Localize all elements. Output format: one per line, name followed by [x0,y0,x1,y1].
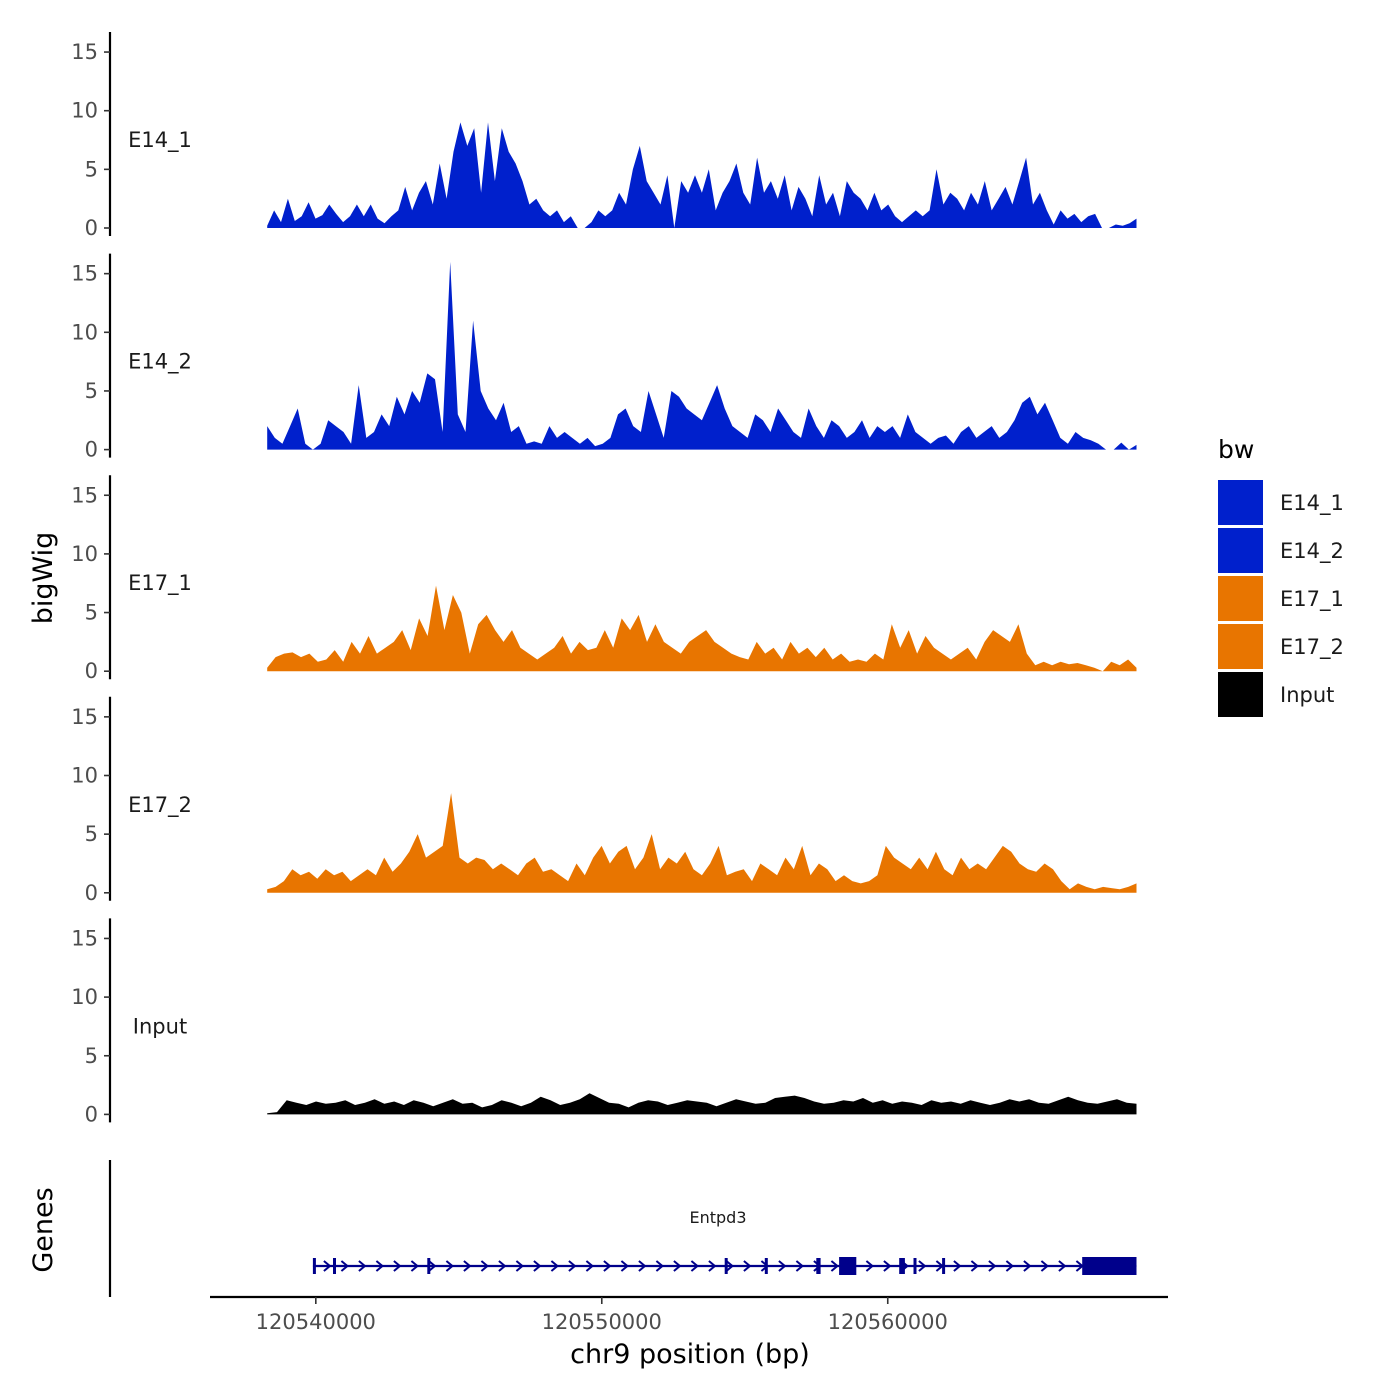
y-tick-label: 15 [71,262,98,286]
legend-swatch-e14-1 [1218,480,1263,525]
legend-label: E17_2 [1280,635,1344,660]
gene-strand-arrow [778,1260,787,1272]
y-tick-label: 15 [71,483,98,507]
gene-strand-arrow [498,1260,507,1272]
gene-strand-arrow [918,1260,927,1272]
gene-strand-arrow [725,1260,734,1272]
gene-strand-arrow [445,1260,454,1272]
gene-strand-arrow [585,1260,594,1272]
gene-strand-arrow [340,1260,349,1272]
y-tick-label: 10 [71,99,98,123]
gene-strand-arrow [375,1260,384,1272]
y-tick-label: 15 [71,705,98,729]
y-tick-label: 5 [85,157,98,181]
track-label: E14_1 [128,128,192,153]
gene-exon [724,1258,728,1274]
gene-exon [764,1258,768,1274]
gene-strand-arrow [358,1260,367,1272]
x-axis-title: chr9 position (bp) [570,1339,810,1370]
gene-exon [839,1257,857,1275]
x-tick-label: 120540000 [256,1310,376,1334]
coverage-area-e17-2 [267,793,1137,893]
gene-strand-arrow [620,1260,629,1272]
gene-strand-arrow [865,1260,874,1272]
gene-strand-arrow [323,1260,332,1272]
gene-exon [427,1258,431,1274]
gene-exon [1082,1257,1137,1275]
legend-swatch-input [1218,672,1263,717]
gene-strand-arrow [1058,1260,1067,1272]
gene-strand-arrow [1005,1260,1014,1272]
gene-strand-arrow [655,1260,664,1272]
legend-label: E17_1 [1280,587,1344,612]
y-tick-label: 0 [85,1102,98,1126]
legend-swatch-e17-1 [1218,576,1263,621]
coverage-area-e14-1 [267,122,1137,228]
gene-strand-arrow [463,1260,472,1272]
gene-strand-arrow [550,1260,559,1272]
legend-label: Input [1280,683,1334,707]
gene-strand-arrow [795,1260,804,1272]
y-tick-label: 15 [71,40,98,64]
y-tick-label: 5 [85,601,98,625]
legend-title: bw [1218,435,1254,464]
track-label: Input [133,1014,187,1038]
y-tick-label: 10 [71,764,98,788]
track-label: E14_2 [128,350,192,375]
gene-strand-arrow [568,1260,577,1272]
y-tick-label: 10 [71,542,98,566]
track-label: E17_2 [128,793,192,818]
gene-strand-arrow [1040,1260,1049,1272]
y-tick-label: 0 [85,216,98,240]
gene-strand-arrow [953,1260,962,1272]
gene-exon [913,1258,917,1274]
coverage-area-input [267,1093,1137,1115]
y-axis-title: bigWig [28,532,59,625]
gene-strand-arrow [410,1260,419,1272]
gene-exon [816,1258,821,1274]
x-tick-label: 120550000 [542,1310,662,1334]
y-tick-label: 0 [85,659,98,683]
y-tick-label: 5 [85,1044,98,1068]
gene-strand-arrow [743,1260,752,1272]
gene-strand-arrow [1023,1260,1032,1272]
gene-strand-arrow [673,1260,682,1272]
legend-label: E14_2 [1280,539,1344,564]
y-tick-label: 5 [85,379,98,403]
gene-strand-arrow [638,1260,647,1272]
gene-name-label: Entpd3 [689,1208,746,1227]
gene-exon [333,1258,336,1274]
gene-strand-arrow [690,1260,699,1272]
legend-swatch-e14-2 [1218,528,1263,573]
coverage-area-e17-1 [267,585,1137,672]
y-tick-label: 5 [85,822,98,846]
y-tick-label: 10 [71,320,98,344]
x-tick-label: 120560000 [828,1310,948,1334]
gene-exon [942,1258,946,1274]
legend-swatch-e17-2 [1218,624,1263,669]
y-tick-label: 0 [85,438,98,462]
gene-strand-arrow [480,1260,489,1272]
genes-axis-title: Genes [28,1187,59,1272]
gene-strand-arrow [428,1260,437,1272]
gene-strand-arrow [603,1260,612,1272]
gene-exon [312,1258,316,1274]
gene-exon [899,1258,905,1274]
gene-strand-arrow [988,1260,997,1272]
gene-strand-arrow [830,1260,839,1272]
gene-strand-arrow [533,1260,542,1272]
track-label: E17_1 [128,571,192,596]
gene-strand-arrow [708,1260,717,1272]
gene-strand-arrow [515,1260,524,1272]
gene-strand-arrow [393,1260,402,1272]
y-tick-label: 10 [71,985,98,1009]
gene-strand-arrow [970,1260,979,1272]
gene-strand-arrow [883,1260,892,1272]
coverage-area-e14-2 [267,261,1137,450]
y-tick-label: 0 [85,881,98,905]
y-tick-label: 15 [71,926,98,950]
legend-label: E14_1 [1280,491,1344,516]
